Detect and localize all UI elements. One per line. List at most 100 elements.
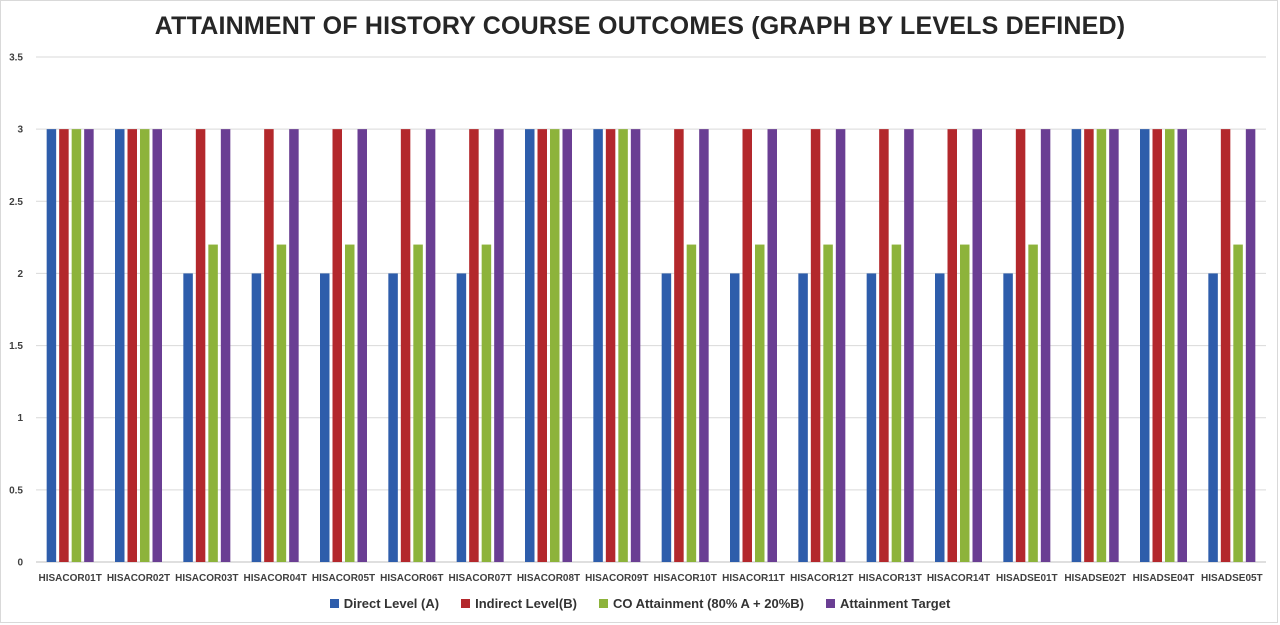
bar <box>1071 129 1082 562</box>
legend-item: Attainment Target <box>826 596 950 611</box>
bar <box>400 129 411 562</box>
y-tick-label: 2 <box>17 269 23 280</box>
bar <box>798 273 808 562</box>
y-tick-label: 3.5 <box>9 53 23 64</box>
y-tick-label: 3 <box>17 125 23 136</box>
bar <box>140 129 150 562</box>
bar <box>835 129 846 562</box>
x-tick-label: HISADSE01T <box>996 573 1058 584</box>
x-tick-label: HISACOR09T <box>585 573 648 584</box>
bar <box>904 129 914 562</box>
bar <box>264 129 274 562</box>
bar <box>357 129 367 562</box>
bar <box>1003 273 1013 562</box>
bar <box>1140 129 1150 562</box>
bar <box>947 129 957 562</box>
x-tick-label: HISACOR04T <box>243 573 306 584</box>
y-tick-label: 1 <box>17 413 23 424</box>
bar <box>742 129 752 562</box>
bar <box>59 129 69 562</box>
x-tick-label: HISADSE05T <box>1201 573 1263 584</box>
x-tick-label: HISACOR03T <box>175 573 238 584</box>
bar <box>1165 129 1175 562</box>
bar <box>730 273 740 562</box>
bar <box>550 129 560 562</box>
x-tick-label: HISACOR01T <box>38 573 101 584</box>
bar <box>152 129 162 562</box>
bar <box>345 244 355 563</box>
chart-legend: Direct Level (A) Indirect Level(B) CO Atta… <box>0 596 1280 611</box>
legend-swatch <box>598 599 608 608</box>
x-tick-label: HISACOR12T <box>790 573 853 584</box>
bar <box>1015 129 1026 562</box>
y-tick-label: 0 <box>17 558 23 569</box>
bar <box>127 129 137 562</box>
bar <box>525 129 535 562</box>
legend-label: CO Attainment (80% A + 20%B) <box>612 596 805 611</box>
bar <box>208 244 218 563</box>
x-tick-label: HISACOR10T <box>653 573 716 584</box>
bar <box>866 273 877 562</box>
bar <box>755 244 765 563</box>
x-tick-label: HISACOR02T <box>107 573 170 584</box>
legend-item: Indirect Level(B) <box>461 596 577 611</box>
y-tick-label: 0.5 <box>9 485 23 496</box>
bar <box>1109 129 1119 562</box>
bar <box>823 244 833 563</box>
chart-title: ATTAINMENT OF HISTORY COURSE OUTCOMES (G… <box>154 12 1126 40</box>
x-tick-label: HISACOR05T <box>312 573 375 584</box>
bar <box>699 129 709 562</box>
bar <box>494 129 504 562</box>
x-tick-label: HISACOR06T <box>380 573 443 584</box>
bar <box>605 129 616 562</box>
bar <box>935 273 945 562</box>
bar <box>413 244 423 563</box>
y-tick-label: 1.5 <box>9 341 23 352</box>
bar <box>1233 244 1243 563</box>
bar <box>251 273 262 562</box>
bar <box>276 244 287 563</box>
legend-item: Direct Level (A) <box>329 596 440 611</box>
x-tick-label: HISADSE04T <box>1133 573 1195 584</box>
bar <box>1220 129 1231 562</box>
bar <box>425 129 436 562</box>
bar <box>183 273 193 562</box>
bar <box>618 129 628 562</box>
bar <box>891 244 902 563</box>
bar <box>195 129 206 562</box>
bar <box>562 129 572 562</box>
bar <box>879 129 889 562</box>
bar <box>289 129 299 562</box>
legend-swatch <box>826 599 836 608</box>
bar <box>388 273 398 562</box>
bar <box>1245 129 1256 562</box>
bar <box>456 273 467 562</box>
bar <box>810 129 821 562</box>
bar <box>1028 244 1038 563</box>
legend-item: CO Attainment (80% A + 20%B) <box>598 596 805 611</box>
bar <box>46 129 57 562</box>
bar <box>630 129 641 562</box>
legend-label: Direct Level (A) <box>343 596 440 611</box>
legend-swatch <box>461 599 471 608</box>
bar <box>972 129 982 562</box>
x-tick-label: HISACOR14T <box>927 573 990 584</box>
bar <box>767 129 777 562</box>
bar <box>1208 273 1218 562</box>
x-tick-label: HISADSE02T <box>1064 573 1126 584</box>
legend-label: Indirect Level(B) <box>475 596 577 611</box>
bar <box>1152 129 1162 562</box>
bar <box>537 129 547 562</box>
x-tick-label: HISACOR07T <box>448 573 511 584</box>
bar <box>661 273 672 562</box>
bar <box>1096 129 1107 562</box>
bar <box>220 129 231 562</box>
bar <box>1040 129 1051 562</box>
bar <box>481 244 492 563</box>
bar <box>1177 129 1187 562</box>
bar <box>674 129 684 562</box>
bar <box>71 129 82 562</box>
legend-swatch <box>329 599 339 608</box>
